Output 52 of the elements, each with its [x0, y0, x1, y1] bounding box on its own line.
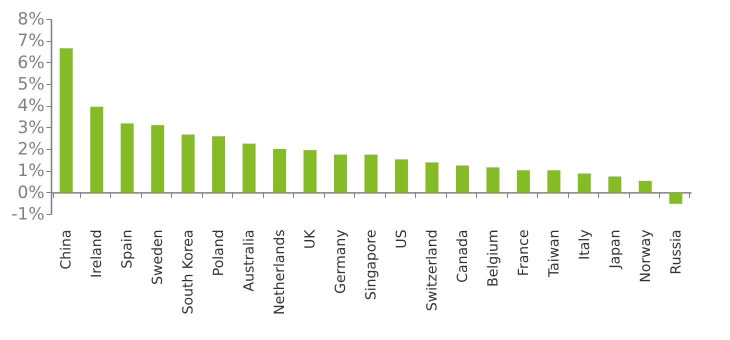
bar: [456, 165, 469, 192]
bar: [394, 159, 408, 192]
bar: [60, 48, 73, 192]
bar: [120, 123, 134, 192]
x-tick-label: Belgium: [485, 230, 502, 287]
x-tick-label: Taiwan: [546, 230, 562, 278]
x-tick-label: South Korea: [180, 230, 197, 314]
bar: [151, 125, 164, 192]
bar: [638, 180, 652, 192]
x-tick-label: France: [516, 230, 532, 276]
bar: [182, 134, 195, 192]
y-tick-label: 6%: [18, 52, 44, 73]
bar: [425, 162, 438, 192]
bar: [212, 136, 226, 192]
x-tick-label: Canada: [454, 230, 471, 283]
y-tick-label: 1%: [18, 161, 44, 182]
x-tick-label: Japan: [607, 230, 624, 270]
x-tick-label: Australia: [242, 230, 258, 292]
y-tick-label: 7%: [18, 31, 44, 52]
bar: [547, 170, 560, 192]
x-tick-label: Poland: [211, 230, 228, 276]
y-tick-label: 0%: [18, 182, 44, 203]
bar: [486, 167, 500, 192]
x-tick-label: Germany: [333, 230, 350, 294]
y-tick-label: 2%: [18, 140, 44, 160]
y-tick-label: 5%: [18, 74, 44, 94]
x-tick-label: Russia: [668, 230, 684, 275]
x-tick-label: Italy: [576, 230, 593, 260]
y-tick-label: 3%: [18, 118, 44, 138]
x-tick-label: Switzerland: [424, 230, 440, 312]
bar: [273, 149, 286, 192]
x-tick-label: Singapore: [364, 230, 380, 300]
bar: [608, 176, 622, 192]
bar: [304, 150, 317, 192]
bar: [364, 154, 378, 192]
y-tick-label: 4%: [18, 96, 44, 116]
bar: [516, 170, 530, 192]
x-tick-label: Sweden: [150, 230, 166, 285]
x-tick-label: Norway: [638, 230, 654, 283]
bar: [669, 192, 682, 204]
bar: [334, 154, 348, 192]
y-tick-label: 8%: [18, 10, 44, 30]
y-tick-label: -1%: [11, 204, 44, 224]
x-tick-label: Netherlands: [272, 230, 288, 315]
bar: [578, 173, 591, 192]
x-tick-label: Spain: [120, 230, 136, 269]
bar: [90, 106, 104, 192]
x-tick-label: China: [58, 230, 75, 270]
bar: [242, 144, 256, 192]
x-tick-label: Ireland: [89, 230, 106, 278]
x-tick-label: US: [394, 229, 410, 249]
x-tick-label: UK: [302, 228, 319, 249]
